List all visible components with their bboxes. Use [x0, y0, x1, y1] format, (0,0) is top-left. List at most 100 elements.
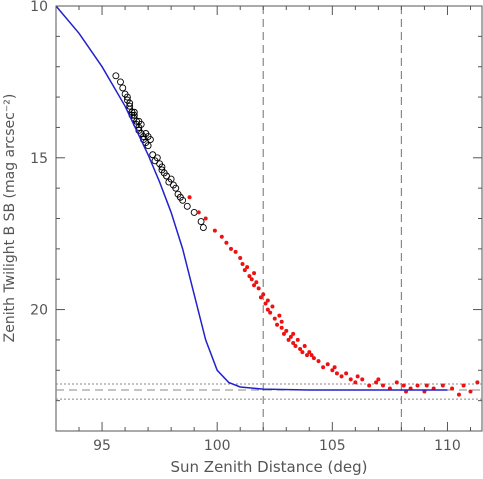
filled-dot-point	[367, 383, 372, 388]
filled-dot-point	[270, 304, 275, 309]
open-circle-point	[176, 193, 184, 201]
filled-dot-point	[291, 340, 296, 345]
filled-dot-point	[212, 228, 217, 233]
filled-dot-point	[258, 295, 263, 300]
reference-lines	[56, 6, 482, 431]
y-tick-label: 15	[30, 151, 48, 167]
series-layer	[55, 5, 480, 397]
open-circle-point	[130, 111, 138, 119]
filled-dot-point	[401, 383, 406, 388]
open-circle-point	[123, 93, 131, 101]
filled-dot-point	[281, 331, 286, 336]
filled-dot-point	[394, 380, 399, 385]
filled-dot-point	[265, 307, 270, 312]
plot-frame	[55, 5, 483, 432]
open-circle-point	[135, 117, 143, 125]
filled-dot-point	[332, 365, 337, 370]
filled-dot-point	[302, 344, 307, 348]
filled-dot-point	[376, 377, 381, 382]
open-circle-point	[117, 78, 124, 86]
filled-dot-point	[311, 356, 316, 361]
filled-dot-point	[475, 380, 480, 385]
open-circle-point	[183, 202, 191, 210]
filled-dot-point	[233, 249, 238, 254]
filled-dot-point	[275, 322, 280, 327]
filled-dot-point	[247, 274, 252, 279]
filled-dot-point	[468, 389, 473, 394]
open-circle-point	[153, 154, 161, 162]
filled-dot-point	[284, 328, 289, 333]
filled-dot-point	[256, 286, 261, 291]
filled-dot-point	[242, 268, 247, 273]
open-circle-point	[112, 72, 120, 80]
filled-dot-point	[353, 380, 358, 385]
x-tick-label: 100	[204, 438, 231, 454]
filled-dot-point	[219, 234, 224, 239]
open-circle-point	[167, 175, 175, 183]
x-tick-label: 110	[434, 438, 461, 454]
filled-dot-point	[291, 331, 296, 336]
filled-dot-point	[254, 280, 259, 285]
filled-dot-point	[196, 210, 201, 215]
open-circle-point	[190, 208, 198, 216]
filled-dot-point	[203, 216, 208, 221]
filled-dot-point	[450, 386, 455, 391]
x-tick-label: 105	[319, 438, 346, 454]
y-axis-label: Zenith Twilight B SB (mag arcsec⁻²)	[2, 94, 18, 343]
filled-dot-point	[461, 383, 466, 388]
filled-dot-point	[245, 265, 250, 270]
filled-dot-point	[330, 368, 335, 373]
model-curve	[55, 5, 448, 391]
y-tick-label: 10	[30, 0, 48, 15]
filled-dot-point	[307, 350, 312, 355]
open-circle-point	[119, 84, 127, 92]
open-circle-point	[197, 218, 205, 225]
filled-dot-point	[279, 319, 284, 324]
filled-dot-point	[309, 353, 314, 358]
filled-dot-point	[304, 353, 309, 358]
open-circle-point	[144, 133, 152, 140]
filled-dot-point	[380, 383, 385, 388]
filled-dot-point	[440, 383, 445, 388]
filled-dot-point	[295, 337, 300, 342]
filled-dot-point	[334, 371, 339, 376]
filled-dot-point	[344, 371, 349, 376]
y-tick-label: 20	[30, 303, 48, 319]
filled-dot-point	[339, 374, 344, 379]
ticks: 95 100 105 110 10 15 20	[30, 0, 482, 454]
filled-dot-point	[263, 301, 268, 306]
filled-dot-point	[360, 377, 365, 382]
filled-dot-point	[249, 277, 254, 282]
open-circle-point	[172, 184, 180, 192]
filled-dot-point	[348, 377, 353, 382]
filled-dot-point	[424, 383, 429, 388]
filled-dot-point	[300, 350, 305, 355]
open-circle-point	[199, 224, 207, 232]
x-tick-label: 95	[93, 438, 111, 454]
filled-dot-point	[187, 195, 192, 200]
filled-dot-point	[298, 347, 303, 352]
filled-dot-point	[293, 344, 298, 348]
filled-dot-point	[224, 240, 229, 245]
filled-dot-point	[374, 380, 379, 385]
filled-dot-point	[456, 392, 461, 397]
filled-dot-point	[288, 334, 293, 339]
filled-dot-point	[415, 383, 420, 388]
x-axis-label: Sun Zenith Distance (deg)	[171, 458, 368, 476]
open-circle-point	[126, 99, 134, 107]
open-circle-point	[158, 163, 166, 171]
filled-dot-point	[279, 325, 284, 330]
filled-dot-point	[355, 374, 360, 379]
filled-dot-point	[325, 362, 330, 367]
filled-dot-point	[321, 365, 326, 370]
open-circle-point	[144, 142, 152, 150]
filled-dot-point	[277, 313, 282, 318]
filled-dot-point	[238, 255, 243, 260]
filled-dot-point	[252, 271, 257, 276]
filled-dot-point	[316, 359, 321, 364]
filled-dot-point	[252, 283, 257, 288]
filled-dot-point	[229, 246, 234, 251]
filled-dot-point	[286, 337, 291, 342]
filled-dot-point	[261, 292, 266, 297]
